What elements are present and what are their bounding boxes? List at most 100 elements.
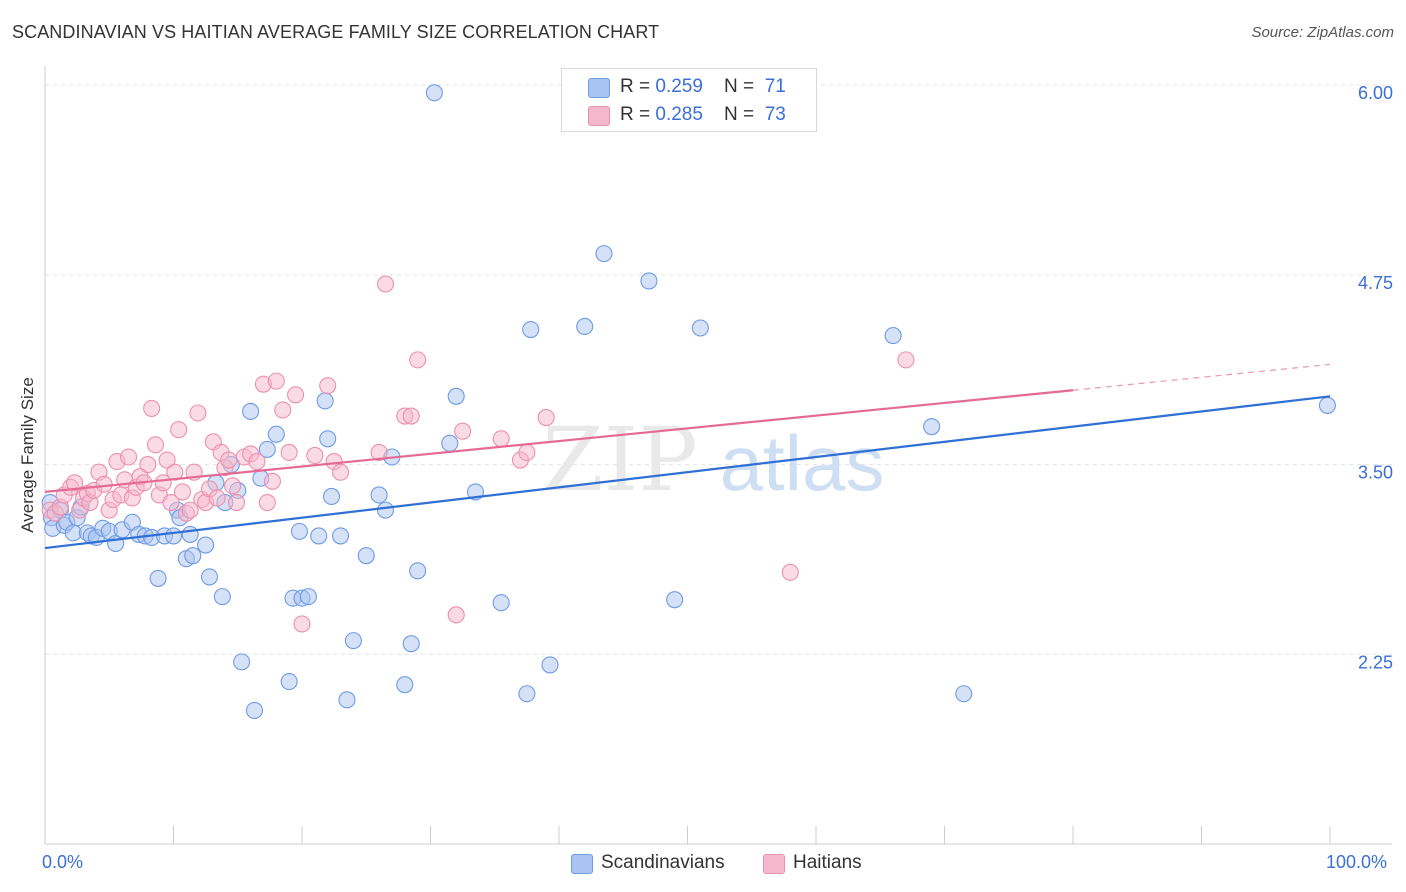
y-tick-label: 2.25	[1358, 652, 1393, 672]
point-scandinavians	[923, 418, 941, 436]
point-scandinavians	[200, 568, 219, 586]
point-haitians	[280, 443, 298, 461]
point-haitians	[227, 493, 246, 512]
point-haitians	[143, 399, 161, 417]
point-haitians	[306, 446, 324, 465]
point-haitians	[781, 563, 799, 581]
point-haitians	[166, 463, 184, 481]
point-haitians	[370, 443, 388, 461]
point-scandinavians	[576, 317, 594, 336]
point-scandinavians	[164, 527, 183, 545]
point-scandinavians	[595, 245, 613, 263]
legend-swatch-scandinavians	[588, 78, 610, 98]
bottom-legend-label-haitians: Haitians	[793, 852, 862, 873]
chart-title: SCANDINAVIAN VS HAITIAN AVERAGE FAMILY S…	[12, 22, 660, 42]
point-haitians	[492, 430, 510, 448]
point-haitians	[189, 404, 207, 422]
legend-row-scandinavians: R = 0.259 N = 71	[562, 73, 816, 101]
x-tick-label-max: 100.0%	[1326, 852, 1388, 872]
point-scandinavians	[245, 701, 264, 719]
point-scandinavians	[518, 685, 536, 703]
point-scandinavians	[258, 440, 276, 458]
watermark: ZIP atlas	[542, 408, 884, 511]
point-scandinavians	[290, 522, 308, 540]
point-haitians	[537, 408, 555, 427]
point-haitians	[139, 456, 157, 474]
legend-n-value: 73	[764, 104, 786, 125]
point-scandinavians	[955, 685, 973, 703]
point-scandinavians	[280, 673, 298, 691]
legend-r-value: 0.285	[655, 104, 703, 125]
point-haitians	[248, 453, 266, 471]
correlation-legend: R = 0.259 N = 71 R = 0.285 N = 73	[561, 68, 817, 132]
point-haitians	[319, 377, 337, 395]
point-haitians	[146, 436, 165, 454]
point-haitians	[518, 443, 536, 461]
point-scandinavians	[441, 434, 459, 452]
point-scandinavians	[197, 536, 215, 554]
point-scandinavians	[310, 527, 328, 545]
point-haitians	[897, 351, 915, 369]
point-haitians	[409, 351, 427, 369]
legend-n-label: N =	[724, 76, 760, 97]
source-label: Source: ZipAtlas.com	[1251, 24, 1394, 41]
y-tick-labels: 2.25 3.50 4.75 6.00	[1358, 83, 1393, 672]
point-scandinavians	[338, 691, 356, 709]
point-scandinavians	[233, 653, 251, 671]
point-scandinavians	[447, 387, 465, 405]
y-tick-label: 4.75	[1358, 273, 1393, 293]
point-haitians	[287, 386, 305, 404]
point-haitians	[267, 372, 285, 390]
point-scandinavians	[522, 320, 540, 339]
bottom-legend-swatch-scandinavians	[571, 854, 593, 874]
point-scandinavians	[181, 525, 199, 543]
point-haitians	[447, 606, 465, 624]
data-points	[41, 84, 1336, 719]
legend-r-label: R =	[620, 76, 656, 97]
point-scandinavians	[149, 569, 167, 587]
point-scandinavians	[640, 272, 658, 290]
trend-lines	[44, 363, 1331, 550]
point-haitians	[173, 483, 192, 501]
gridlines	[45, 84, 1392, 655]
legend-row-haitians: R = 0.285 N = 73	[562, 101, 816, 129]
point-scandinavians	[666, 591, 684, 609]
point-scandinavians	[409, 562, 427, 580]
point-haitians	[119, 448, 138, 466]
point-haitians	[258, 493, 276, 512]
point-haitians	[454, 422, 472, 440]
point-haitians	[162, 493, 180, 512]
point-haitians	[376, 275, 395, 293]
point-scandinavians	[492, 594, 510, 612]
point-haitians	[220, 451, 238, 469]
point-haitians	[274, 401, 292, 419]
point-haitians	[95, 475, 113, 493]
point-haitians	[66, 474, 84, 492]
point-scandinavians	[323, 487, 341, 506]
legend-swatch-haitians	[588, 106, 610, 126]
point-scandinavians	[541, 656, 559, 674]
point-haitians	[224, 477, 242, 495]
point-haitians	[293, 615, 311, 633]
point-scandinavians	[691, 319, 709, 337]
watermark-zip: ZIP	[542, 408, 697, 511]
point-scandinavians	[319, 430, 337, 448]
point-haitians	[208, 489, 226, 507]
point-scandinavians	[376, 501, 395, 519]
point-scandinavians	[299, 588, 317, 606]
point-haitians	[170, 421, 188, 439]
trend-line-haitians	[44, 389, 1074, 494]
point-haitians	[263, 472, 281, 490]
legend-n-value: 71	[764, 76, 786, 97]
watermark-atlas: atlas	[720, 419, 885, 507]
point-haitians	[158, 451, 176, 469]
legend-r-label: R =	[620, 104, 656, 125]
point-haitians	[181, 501, 199, 519]
trend-line-scandinavians	[44, 395, 1331, 550]
bottom-legend-label-scandinavians: Scandinavians	[601, 852, 725, 873]
point-scandinavians	[316, 392, 334, 410]
point-scandinavians	[267, 425, 285, 443]
point-scandinavians	[184, 547, 202, 565]
point-scandinavians	[370, 486, 388, 504]
